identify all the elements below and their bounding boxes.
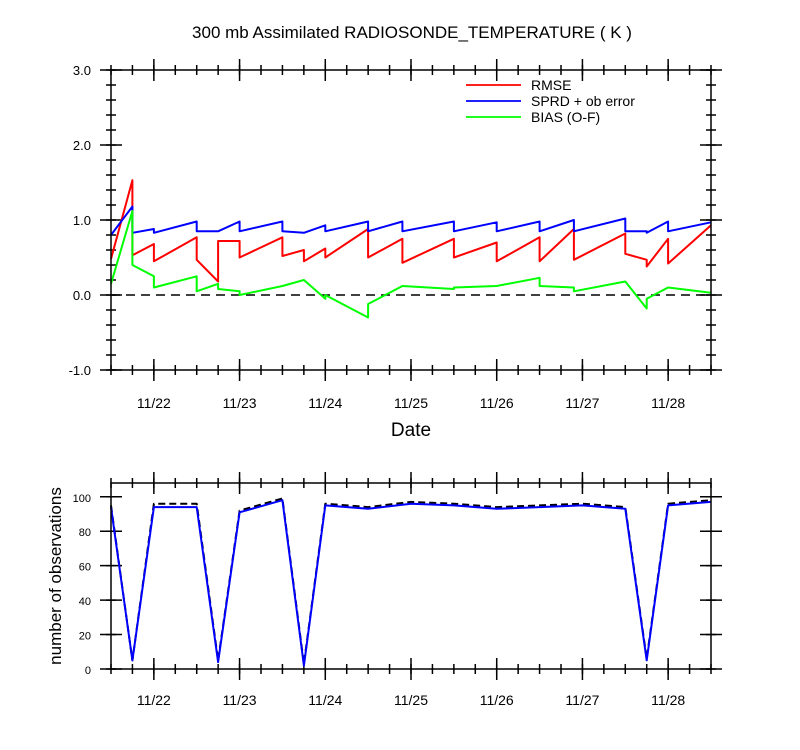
x-tick-label: 11/24: [308, 692, 342, 708]
x-tick-label: 11/25: [394, 692, 428, 708]
top-chart-x-axis-label: Date: [391, 420, 431, 441]
x-tick-label: 11/22: [137, 395, 171, 411]
y-tick-label: 20: [79, 631, 91, 643]
top-chart-y-tick-labels: -1.0 0.0 1.0 2.0 3.0: [69, 63, 91, 378]
x-tick-label: 11/28: [651, 395, 685, 411]
x-tick-label: 11/24: [308, 395, 342, 411]
legend: RMSE SPRD + ob error BIAS (O-F): [466, 77, 635, 125]
y-tick-label: 2.0: [73, 138, 91, 153]
bottom-chart-y-tick-labels: 0 20 40 60 80 100: [73, 493, 91, 677]
series-line-rmse: [110, 179, 712, 283]
series-line-used: [110, 499, 712, 667]
top-chart-title: 300 mb Assimilated RADIOSONDE_TEMPERATUR…: [192, 23, 632, 42]
series-line-possible: [110, 497, 712, 665]
x-tick-label: 11/26: [480, 692, 514, 708]
series-line-bias-o-f: [110, 210, 712, 319]
x-tick-label: 11/26: [480, 395, 514, 411]
bottom-chart-y-axis-label: number of observations: [46, 487, 65, 665]
top-chart-series: [110, 179, 712, 319]
bottom-chart-x-tick-labels: 11/22 11/23 11/24 11/25 11/26 11/27 11/28: [137, 692, 685, 708]
x-tick-label: 11/27: [565, 395, 599, 411]
y-tick-label: 80: [79, 527, 91, 539]
bottom-chart-frame: [110, 482, 712, 670]
y-tick-label: 100: [73, 493, 91, 505]
x-tick-label: 11/28: [651, 692, 685, 708]
x-tick-label: 11/22: [137, 692, 171, 708]
y-tick-label: 40: [79, 596, 91, 608]
top-chart-frame: [110, 69, 712, 371]
y-tick-label: 3.0: [73, 63, 91, 78]
y-tick-label: 60: [79, 562, 91, 574]
legend-label-sprd: SPRD + ob error: [531, 93, 635, 109]
x-tick-label: 11/23: [223, 395, 257, 411]
y-tick-label: -1.0: [69, 363, 91, 378]
y-tick-label: 0: [85, 665, 91, 677]
y-tick-label: 0.0: [73, 288, 91, 303]
x-tick-label: 11/23: [223, 692, 257, 708]
x-tick-label: 11/27: [565, 692, 599, 708]
legend-label-rmse: RMSE: [531, 77, 571, 93]
y-tick-label: 1.0: [73, 213, 91, 228]
x-tick-label: 11/25: [394, 395, 428, 411]
legend-label-bias: BIAS (O-F): [531, 109, 600, 125]
series-line-sprd-ob-error: [110, 205, 712, 236]
top-chart-x-tick-labels: 11/22 11/23 11/24 11/25 11/26 11/27 11/28: [137, 395, 685, 411]
bottom-chart-series: [110, 497, 712, 667]
